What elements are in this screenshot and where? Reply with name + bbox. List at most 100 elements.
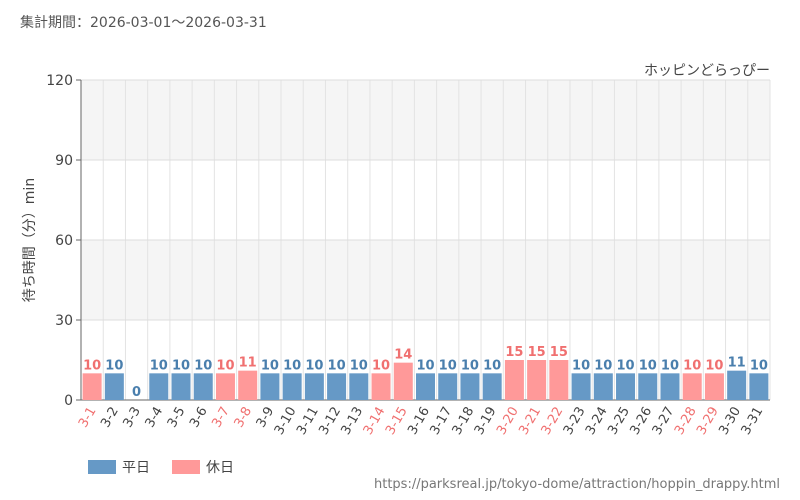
x-tick-label: 3-26 [627,405,655,438]
x-tick-label: 3-6 [187,405,211,431]
x-tick-label: 3-12 [316,405,344,438]
grid-band [81,240,770,320]
x-tick-label: 3-13 [339,405,367,438]
bar [616,373,636,400]
x-tick-label: 3-17 [427,405,455,438]
data-label: 10 [461,358,479,373]
bar [349,373,369,400]
x-tick-label: 3-24 [583,405,611,438]
legend-label-holiday: 休日 [206,460,234,476]
chart-title: ホッピンどらっぴー [644,63,770,79]
data-label: 10 [261,358,279,373]
x-tick-label: 3-22 [539,405,567,438]
data-label: 10 [705,358,723,373]
y-tick-label: 120 [46,73,73,89]
x-tick-label: 3-18 [450,405,478,438]
bar [304,373,324,400]
data-label: 10 [683,358,701,373]
grid-band [81,80,770,160]
x-tick-label: 3-27 [650,405,678,438]
data-label: 11 [728,356,746,371]
x-tick-label: 3-14 [361,405,389,438]
x-tick-label: 3-30 [716,405,744,438]
data-label: 14 [394,348,412,363]
y-axis-title: 待ち時間（分）min [22,178,38,302]
x-tick-label: 3-31 [739,405,767,438]
legend-swatch-holiday [172,460,200,474]
x-tick-label: 3-15 [383,405,411,438]
bar [82,373,102,400]
bar [149,373,169,400]
data-label: 15 [550,345,568,360]
legend-item-weekday: 平日 [88,457,150,477]
x-tick-label: 3-16 [405,405,433,438]
data-label: 10 [305,358,323,373]
data-label: 10 [172,358,190,373]
data-label: 10 [83,358,101,373]
data-label: 10 [372,358,390,373]
bar [371,373,391,400]
bar [727,370,747,400]
bar [104,373,124,400]
data-label: 10 [572,358,590,373]
bar [193,373,213,400]
data-label: 10 [483,358,501,373]
x-tick-label: 3-7 [209,405,233,431]
period-text: 集計期間：2026-03-01～2026-03-31 [20,15,267,31]
bar [393,362,413,400]
x-tick-label: 3-2 [98,405,122,431]
bar [527,360,547,400]
bar [638,373,658,400]
bar [571,373,591,400]
data-label: 10 [194,358,212,373]
bar [504,360,524,400]
y-tick-label: 30 [55,313,73,329]
legend-item-holiday: 休日 [172,457,234,477]
legend: 平日 休日 [88,457,256,477]
data-label: 10 [639,358,657,373]
x-tick-label: 3-28 [672,405,700,438]
data-label: 10 [328,358,346,373]
bar [238,370,258,400]
data-label: 10 [439,358,457,373]
x-tick-label: 3-5 [165,405,189,431]
bar [749,373,769,400]
data-label: 15 [528,345,546,360]
x-tick-label: 3-19 [472,405,500,438]
bar [282,373,302,400]
source-url[interactable]: https://parksreal.jp/tokyo-dome/attracti… [373,477,780,492]
data-label: 10 [350,358,368,373]
data-label: 15 [505,345,523,360]
bar [593,373,613,400]
data-label: 10 [283,358,301,373]
data-label: 10 [661,358,679,373]
waiting-time-chart: 0 30 60 90 120 待ち時間（分）min ホッピンどらっぴー 10 3-1 10 3-20… [22,63,771,438]
data-label: 10 [594,358,612,373]
data-label: 10 [616,358,634,373]
bar [327,373,347,400]
data-label: 10 [105,358,123,373]
bar [171,373,191,400]
y-tick-label: 90 [55,153,73,169]
bar [660,373,680,400]
x-tick-label: 3-3 [120,405,144,431]
bar [482,373,502,400]
grid-band [81,160,770,240]
x-tick-label: 3-25 [605,405,633,438]
bar [549,360,569,400]
data-label: 10 [150,358,168,373]
data-label: 10 [216,358,234,373]
data-label: 10 [750,358,768,373]
y-tick-label: 60 [55,233,73,249]
bar [215,373,235,400]
bar [460,373,480,400]
x-tick-label: 3-1 [76,405,100,431]
x-tick-label: 3-20 [494,405,522,438]
bar [260,373,280,400]
y-tick-label: 0 [64,393,73,409]
data-label: 11 [239,356,257,371]
bar [438,373,458,400]
bar [704,373,724,400]
legend-swatch-weekday [88,460,116,474]
x-tick-label: 3-23 [561,405,589,438]
